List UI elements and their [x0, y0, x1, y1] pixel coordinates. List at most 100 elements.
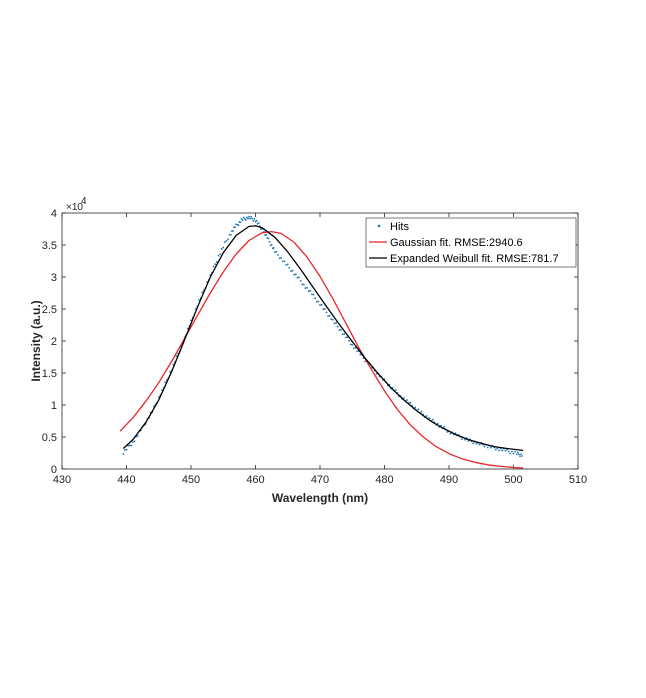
hit-point	[265, 233, 268, 236]
y-tick-label: 0.5	[42, 432, 57, 444]
hit-point	[517, 453, 520, 456]
hit-point	[212, 265, 215, 268]
y-axis-label: Intensity (a.u.)	[29, 300, 43, 381]
hit-point	[330, 318, 333, 321]
hit-point	[475, 442, 478, 445]
hit-point	[272, 247, 275, 249]
hit-point	[306, 286, 308, 289]
hit-point	[246, 216, 248, 219]
hit-point	[214, 263, 217, 266]
hit-point	[243, 217, 246, 220]
hit-point	[201, 291, 204, 294]
hit-point	[220, 248, 223, 250]
hit-point	[332, 318, 334, 321]
hit-point	[250, 215, 253, 218]
hit-point	[335, 322, 338, 324]
x-tick-label: 490	[440, 474, 458, 486]
hit-point	[239, 221, 242, 224]
y-tick-label: 2	[51, 336, 57, 348]
hit-point	[327, 315, 329, 317]
y-axis-exponent-base: ×10	[66, 202, 83, 213]
hit-point	[520, 453, 522, 456]
hit-point	[219, 253, 221, 256]
hit-point	[352, 347, 355, 350]
hit-point	[273, 251, 276, 254]
hit-point	[123, 448, 126, 451]
hit-point	[309, 289, 312, 292]
hit-point	[394, 389, 397, 391]
hit-point	[351, 343, 354, 346]
hit-point	[298, 276, 300, 279]
hit-point	[311, 293, 313, 296]
hit-point	[280, 256, 283, 259]
hit-point	[267, 237, 270, 240]
hit-point	[436, 422, 439, 425]
hit-point	[509, 452, 512, 455]
hit-point	[241, 219, 244, 222]
hit-point	[302, 283, 305, 286]
hit-point	[354, 347, 357, 349]
hit-point	[504, 449, 507, 452]
hit-point	[242, 216, 245, 219]
hit-point	[420, 410, 423, 413]
hit-point	[136, 434, 139, 437]
hit-point	[288, 266, 291, 269]
hit-point	[286, 263, 289, 266]
hit-point	[257, 222, 260, 224]
hit-point	[249, 217, 252, 220]
legend-marker-hits	[377, 224, 381, 228]
hit-point	[375, 372, 378, 375]
hit-point	[417, 408, 420, 411]
hit-point	[253, 217, 256, 220]
x-tick-label: 470	[311, 474, 329, 486]
hit-point	[322, 308, 325, 311]
hit-point	[125, 448, 128, 451]
series-gaussian-fit-line	[119, 230, 524, 469]
hit-point	[225, 239, 228, 242]
hit-point	[247, 217, 249, 220]
hit-point	[514, 450, 517, 453]
hit-point	[240, 218, 243, 220]
hit-point	[291, 269, 294, 272]
hit-point	[294, 273, 297, 276]
hit-point	[431, 418, 434, 421]
hit-point	[307, 290, 310, 293]
y-tick-label: 4	[51, 208, 57, 220]
legend-label-weibull: Expanded Weibull fit. RMSE:781.7	[390, 253, 559, 265]
hit-point	[251, 217, 254, 220]
hit-point	[349, 343, 352, 346]
series-weibull-fit-line	[122, 225, 524, 452]
hit-point	[406, 399, 408, 401]
series-layer	[119, 215, 524, 469]
hit-point	[175, 355, 178, 358]
hit-point	[461, 438, 463, 441]
hit-point	[496, 447, 499, 450]
hit-point	[237, 224, 240, 227]
hit-point	[255, 219, 258, 222]
hit-point	[312, 293, 315, 296]
hit-point	[501, 449, 504, 452]
hit-point	[157, 396, 160, 398]
y-tick-label: 2.5	[42, 304, 57, 316]
x-tick-label: 510	[569, 474, 587, 486]
hit-point	[229, 233, 232, 236]
hit-point	[364, 360, 367, 363]
hit-point	[494, 448, 497, 451]
hit-point	[315, 300, 318, 303]
hit-point	[341, 333, 344, 336]
hit-point	[217, 254, 220, 257]
hit-point	[425, 415, 428, 417]
hit-point	[519, 455, 521, 458]
y-tick-label: 3.5	[42, 240, 57, 252]
x-axis-label: Wavelength (nm)	[272, 491, 368, 505]
hit-point	[296, 276, 299, 279]
hit-point	[293, 273, 296, 276]
hit-point	[317, 300, 320, 303]
hit-point	[222, 246, 225, 249]
x-tick-label: 480	[375, 474, 393, 486]
y-axis-exponent-power: 4	[81, 196, 87, 207]
hit-point	[122, 452, 125, 455]
x-axis-ticks: 430 440 450 460 470 480 490 500 510	[53, 213, 587, 486]
hit-point	[282, 260, 284, 263]
hit-point	[215, 260, 218, 263]
